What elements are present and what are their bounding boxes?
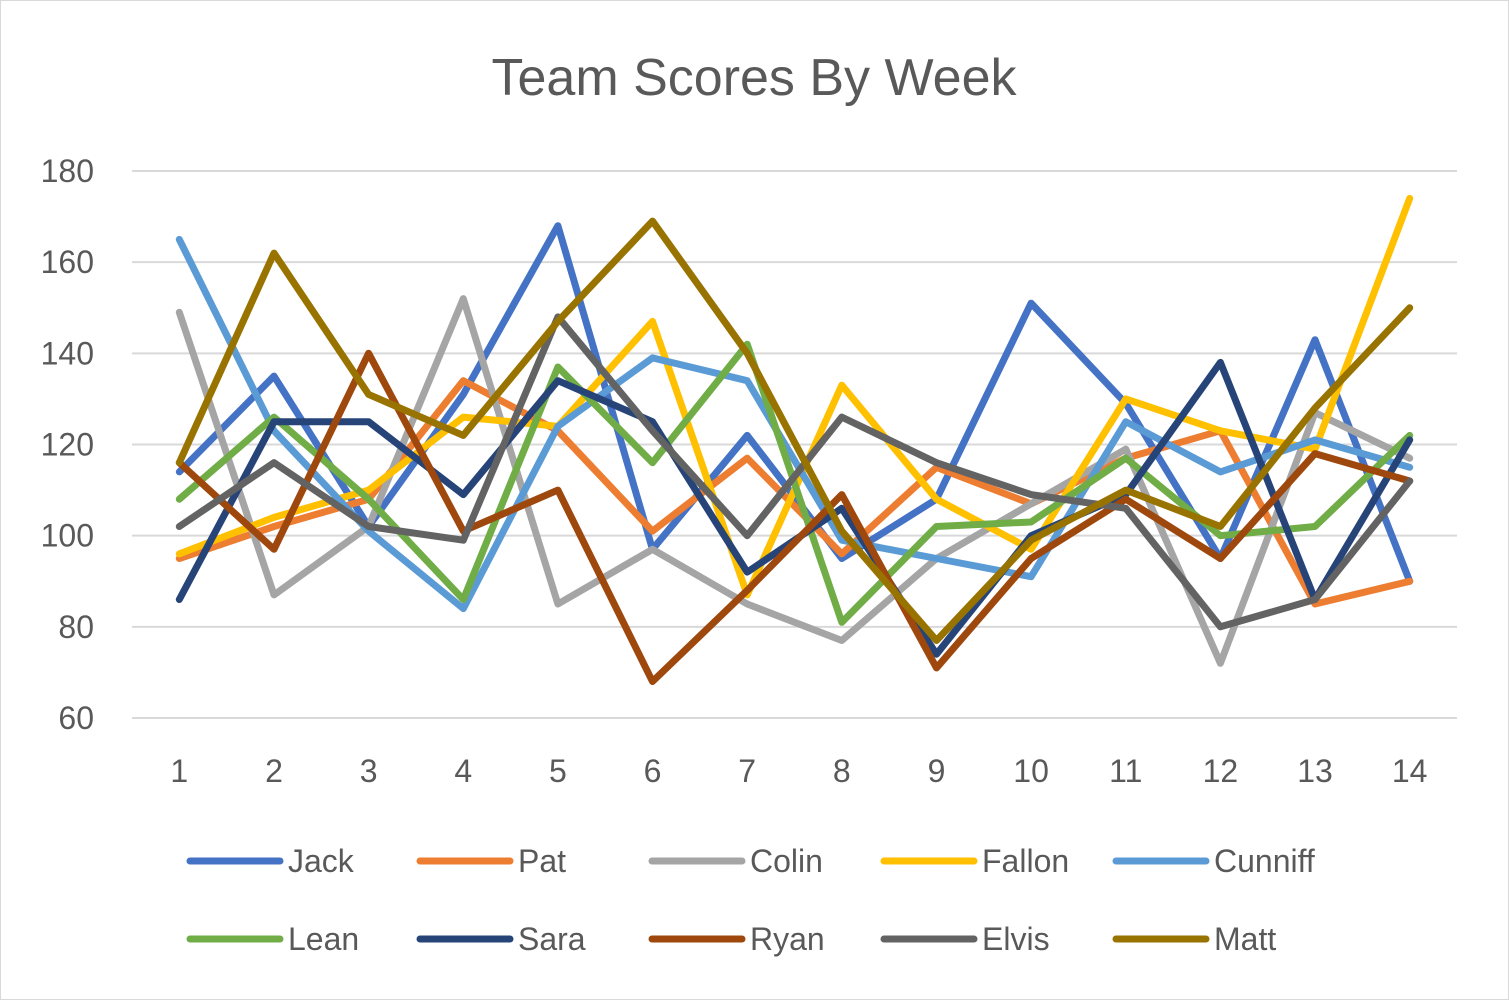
x-tick-label: 7 [738,753,756,789]
legend-label-pat: Pat [518,843,566,879]
x-tick-label: 8 [833,753,851,789]
y-tick-label: 80 [58,609,94,645]
x-tick-label: 3 [360,753,378,789]
x-tick-label: 10 [1013,753,1049,789]
y-tick-label: 160 [41,244,94,280]
y-tick-label: 60 [58,700,94,736]
series-line-cunniff [175,235,1414,613]
x-tick-label: 13 [1297,753,1333,789]
x-axis-ticks: 1 2 3 4 5 6 7 8 9 10 11 12 13 14 [170,753,1427,789]
legend-label-cunniff: Cunniff [1214,843,1315,879]
series-line-colin [175,295,1414,667]
x-tick-label: 9 [928,753,946,789]
x-tick-label: 6 [644,753,662,789]
series-lines [175,194,1414,685]
legend: Jack Pat Colin Fallon Cunniff Lean Sara Ryan Elv… [186,843,1315,957]
x-tick-label: 11 [1109,753,1142,789]
x-tick-label: 1 [170,753,188,789]
series-line-elvis [175,313,1414,631]
y-axis-ticks: 60 80 100 120 140 160 180 [41,153,94,736]
legend-label-lean: Lean [288,921,359,957]
series-line-ryan [175,349,1414,685]
y-tick-label: 140 [41,335,94,371]
x-tick-label: 5 [549,753,567,789]
legend-label-jack: Jack [288,843,355,879]
x-tick-label: 4 [454,753,472,789]
legend-label-matt: Matt [1214,921,1276,957]
x-tick-label: 2 [265,753,283,789]
y-tick-label: 120 [41,427,94,463]
x-tick-label: 12 [1203,753,1239,789]
legend-label-ryan: Ryan [750,921,825,957]
legend-label-fallon: Fallon [982,843,1069,879]
y-tick-label: 100 [41,518,94,554]
x-tick-label: 14 [1392,753,1428,789]
legend-label-elvis: Elvis [982,921,1050,957]
chart-title: Team Scores By Week [491,49,1017,107]
legend-label-colin: Colin [750,843,823,879]
y-tick-label: 180 [41,153,94,189]
series-line-matt [175,217,1414,644]
legend-label-sara: Sara [518,921,586,957]
